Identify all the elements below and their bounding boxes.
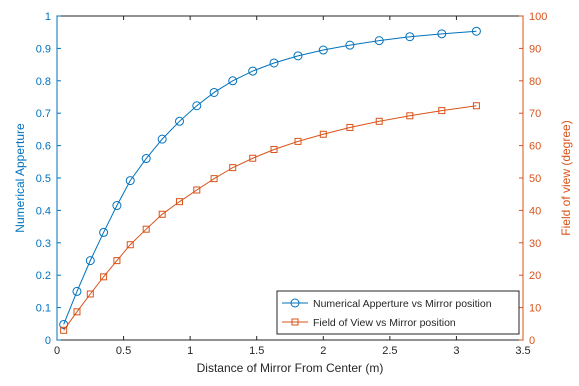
y-right-tick-label: 40 — [529, 205, 541, 217]
data-point — [86, 290, 94, 298]
data-point — [319, 130, 327, 138]
y-left-tick-label: 0.9 — [36, 43, 51, 55]
series-2 — [60, 102, 480, 334]
data-point — [99, 227, 109, 237]
data-point — [438, 107, 446, 115]
data-point — [142, 225, 150, 233]
x-tick-label: 3.5 — [515, 345, 530, 357]
data-point — [471, 26, 481, 36]
data-point — [192, 101, 202, 111]
legend-entry: Field of View vs Mirror position — [313, 317, 456, 329]
y-left-tick-label: 0 — [45, 335, 51, 347]
data-point — [60, 326, 68, 334]
y-right-tick-label: 20 — [529, 270, 541, 282]
data-point — [437, 29, 447, 39]
y-right-axis-label: Field of view (degree) — [559, 120, 573, 235]
data-point — [85, 256, 95, 266]
y-right-tick-label: 90 — [529, 43, 541, 55]
data-point — [318, 45, 328, 55]
data-point — [125, 176, 135, 186]
axes-layer: 0 0.5 1 1.5 2 2.5 3 3.500.10.20.30.40.50.60.70.… — [13, 11, 573, 375]
legend: Numerical Apperture vs Mirror position Fi… — [276, 290, 520, 335]
series-line — [63, 105, 477, 331]
y-left-tick-label: 0.2 — [36, 270, 51, 282]
data-point — [73, 308, 81, 316]
x-tick-label: 0 — [54, 345, 60, 357]
x-tick-label: 3 — [453, 345, 459, 357]
y-left-axis-label: Numerical Apperture — [13, 123, 27, 233]
data-point — [269, 58, 279, 68]
data-point — [406, 112, 414, 120]
x-axis-label: Distance of Mirror From Center (m) — [197, 361, 384, 375]
data-point — [193, 186, 201, 194]
y-left-tick-label: 0.4 — [36, 205, 51, 217]
x-tick-label: 1.5 — [249, 345, 264, 357]
x-tick-label: 2 — [320, 345, 326, 357]
data-point — [209, 87, 219, 97]
data-point — [229, 164, 237, 172]
data-point — [472, 102, 480, 110]
data-point — [157, 134, 167, 144]
data-point — [175, 198, 183, 206]
legend-entry: Numerical Apperture vs Mirror position — [313, 298, 492, 310]
y-left-tick-label: 1 — [45, 11, 51, 23]
y-left-tick-label: 0.7 — [36, 108, 51, 120]
data-point — [375, 117, 383, 125]
y-right-tick-label: 100 — [529, 11, 547, 23]
y-right-tick-label: 50 — [529, 173, 541, 185]
plot-area — [56, 15, 524, 341]
legend-marker — [290, 298, 300, 308]
data-point — [112, 201, 122, 211]
y-right-tick-label: 60 — [529, 141, 541, 153]
data-point — [228, 76, 238, 86]
y-right-tick-label: 30 — [529, 238, 541, 250]
y-right-tick-label: 10 — [529, 303, 541, 315]
data-point — [210, 175, 218, 183]
x-tick-label: 2.5 — [382, 345, 397, 357]
y-left-tick-label: 0.6 — [36, 141, 51, 153]
series-1 — [59, 26, 481, 329]
data-point — [113, 257, 121, 265]
data-point — [248, 66, 258, 76]
data-point — [141, 154, 151, 164]
data-point — [126, 241, 134, 249]
data-point — [294, 137, 302, 145]
data-point — [72, 286, 82, 296]
x-tick-label: 0.5 — [116, 345, 131, 357]
y-left-tick-label: 0.8 — [36, 76, 51, 88]
data-point — [100, 273, 108, 281]
data-point — [174, 116, 184, 126]
y-left-tick-label: 0.5 — [36, 173, 51, 185]
x-tick-label: 1 — [187, 345, 193, 357]
data-point — [374, 36, 384, 46]
y-right-tick-label: 80 — [529, 76, 541, 88]
y-right-tick-label: 0 — [529, 335, 535, 347]
series-layer — [59, 26, 481, 334]
data-point — [270, 145, 278, 153]
legend-box — [276, 290, 520, 335]
series-line — [63, 30, 477, 325]
y-left-tick-label: 0.1 — [36, 303, 51, 315]
y-left-tick-label: 0.3 — [36, 238, 51, 250]
data-point — [249, 154, 257, 162]
legend-marker — [291, 318, 299, 326]
data-point — [405, 32, 415, 42]
y-right-tick-label: 70 — [529, 108, 541, 120]
data-point — [345, 40, 355, 50]
data-point — [346, 123, 354, 131]
data-point — [293, 51, 303, 61]
data-point — [158, 210, 166, 218]
